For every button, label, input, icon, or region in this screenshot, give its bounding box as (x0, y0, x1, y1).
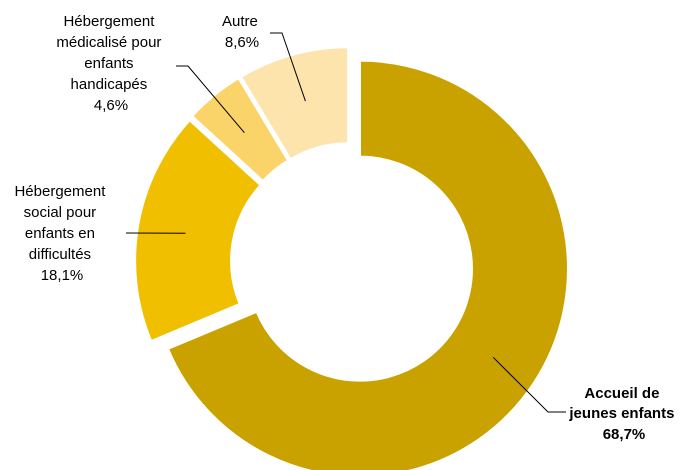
slice-label-line: social pour (24, 204, 97, 221)
leader-line (270, 32, 306, 102)
slice-label-line: médicalisé pour (56, 34, 161, 51)
slice-label-hebergement-medicalise: Hébergement médicalisé pour enfants hand… (56, 13, 165, 114)
leader-line (176, 65, 245, 133)
slice-value-label: 8,6% (225, 34, 259, 51)
slice-label-autre: Autre 8,6% (222, 13, 262, 51)
slice-label-line: handicapés (71, 76, 148, 93)
slice-hebergement-medicalise (190, 76, 290, 183)
slice-label-line: enfants (84, 55, 133, 72)
leader-lines-group (125, 32, 566, 413)
slices-group (134, 46, 569, 470)
slice-value-label: 18,1% (41, 267, 84, 284)
slice-value-label: 68,7% (603, 426, 646, 443)
slice-label-hebergement-social: Hébergement social pour enfants en diffi… (14, 183, 109, 284)
slice-label-line: difficultés (29, 246, 91, 263)
slice-hebergement-social (134, 118, 262, 343)
slice-value-label: 4,6% (94, 97, 128, 114)
slice-label-accueil: Accueil de jeunes enfants 68,7% (568, 385, 678, 443)
slice-label-line: Accueil de (584, 385, 659, 402)
slice-accueil (166, 59, 569, 470)
slice-label-line: jeunes enfants (568, 405, 674, 422)
leader-line (492, 356, 566, 413)
slice-autre (239, 46, 350, 161)
slice-label-line: Hébergement (14, 183, 106, 200)
slice-label-line: Hébergement (63, 13, 155, 30)
slice-label-line: Autre (222, 13, 258, 30)
slice-label-line: enfants en (25, 225, 95, 242)
